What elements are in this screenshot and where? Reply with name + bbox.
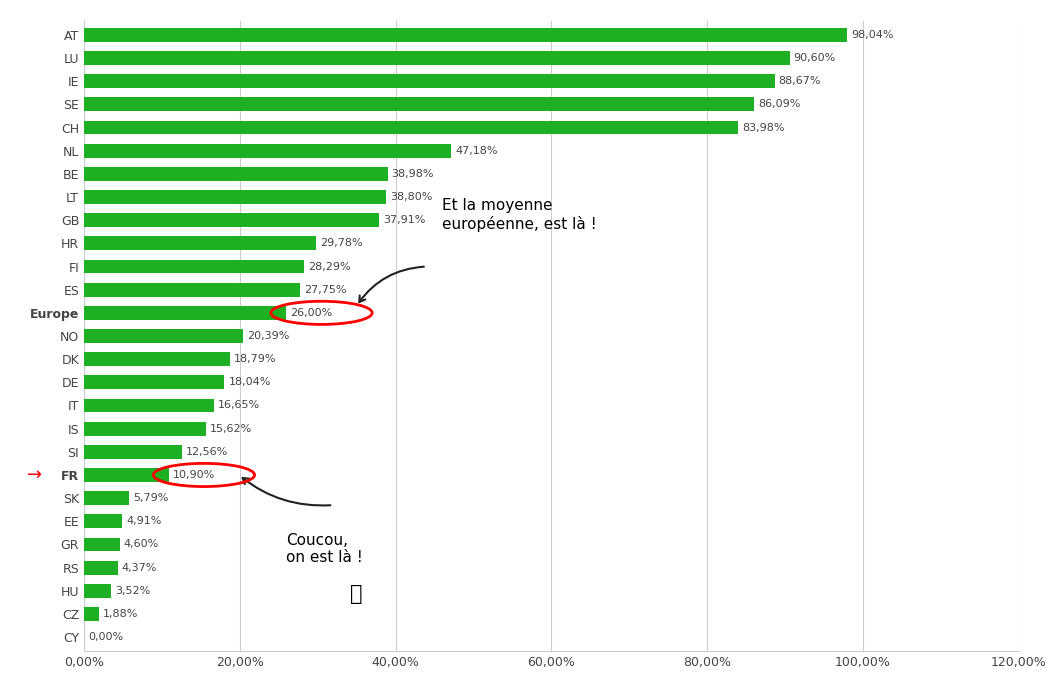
Text: 1,88%: 1,88% (103, 609, 138, 619)
Bar (84, 306, 287, 320)
Text: Coucou,
on est là !: Coucou, on est là ! (287, 533, 363, 566)
Text: 12,56%: 12,56% (186, 447, 228, 457)
Text: Et la moyenne
européenne, est là !: Et la moyenne européenne, est là ! (442, 198, 596, 232)
Text: 5,79%: 5,79% (133, 493, 168, 503)
Text: 4,37%: 4,37% (122, 563, 158, 573)
Bar (84, 491, 129, 505)
Bar (84, 283, 300, 297)
Text: 28,29%: 28,29% (309, 262, 351, 272)
Text: 15,62%: 15,62% (210, 424, 252, 433)
Bar (84, 398, 213, 412)
Bar (84, 167, 387, 181)
Text: 26,00%: 26,00% (291, 308, 333, 318)
Bar (84, 74, 775, 88)
Text: 37,91%: 37,91% (383, 215, 425, 225)
Text: 10,90%: 10,90% (173, 470, 215, 480)
Bar (84, 144, 452, 158)
Bar (84, 352, 230, 366)
Bar (84, 260, 304, 274)
Text: 38,80%: 38,80% (390, 192, 433, 202)
Bar (84, 514, 122, 528)
Bar (84, 28, 847, 42)
Bar (84, 584, 111, 598)
Text: →: → (27, 466, 42, 484)
Text: 4,60%: 4,60% (124, 540, 159, 550)
Text: 4,91%: 4,91% (126, 517, 162, 526)
Text: 🧐: 🧐 (351, 584, 363, 604)
Bar (84, 445, 182, 458)
Bar (84, 329, 243, 343)
Text: 88,67%: 88,67% (778, 76, 821, 86)
Text: 16,65%: 16,65% (217, 400, 259, 410)
Bar (84, 607, 99, 621)
Text: 38,98%: 38,98% (392, 169, 434, 179)
Text: 20,39%: 20,39% (247, 331, 289, 341)
Bar (84, 214, 379, 227)
Bar (84, 97, 755, 111)
Text: 86,09%: 86,09% (758, 99, 801, 109)
Text: 0,00%: 0,00% (88, 632, 123, 642)
Text: 47,18%: 47,18% (456, 146, 498, 155)
Bar (84, 237, 316, 251)
Text: 18,04%: 18,04% (229, 377, 271, 387)
Bar (84, 190, 386, 204)
Text: 29,78%: 29,78% (320, 239, 362, 248)
Bar (84, 375, 225, 389)
Bar (84, 120, 738, 134)
Text: 83,98%: 83,98% (742, 122, 784, 132)
Bar (84, 421, 206, 435)
Bar (84, 538, 120, 552)
Text: 3,52%: 3,52% (116, 586, 150, 596)
Bar (84, 51, 790, 65)
Text: 90,60%: 90,60% (794, 53, 836, 63)
Text: 27,75%: 27,75% (304, 285, 347, 295)
Bar (84, 561, 118, 575)
Text: 18,79%: 18,79% (234, 354, 277, 364)
Bar (84, 468, 169, 482)
Text: 98,04%: 98,04% (852, 30, 894, 40)
